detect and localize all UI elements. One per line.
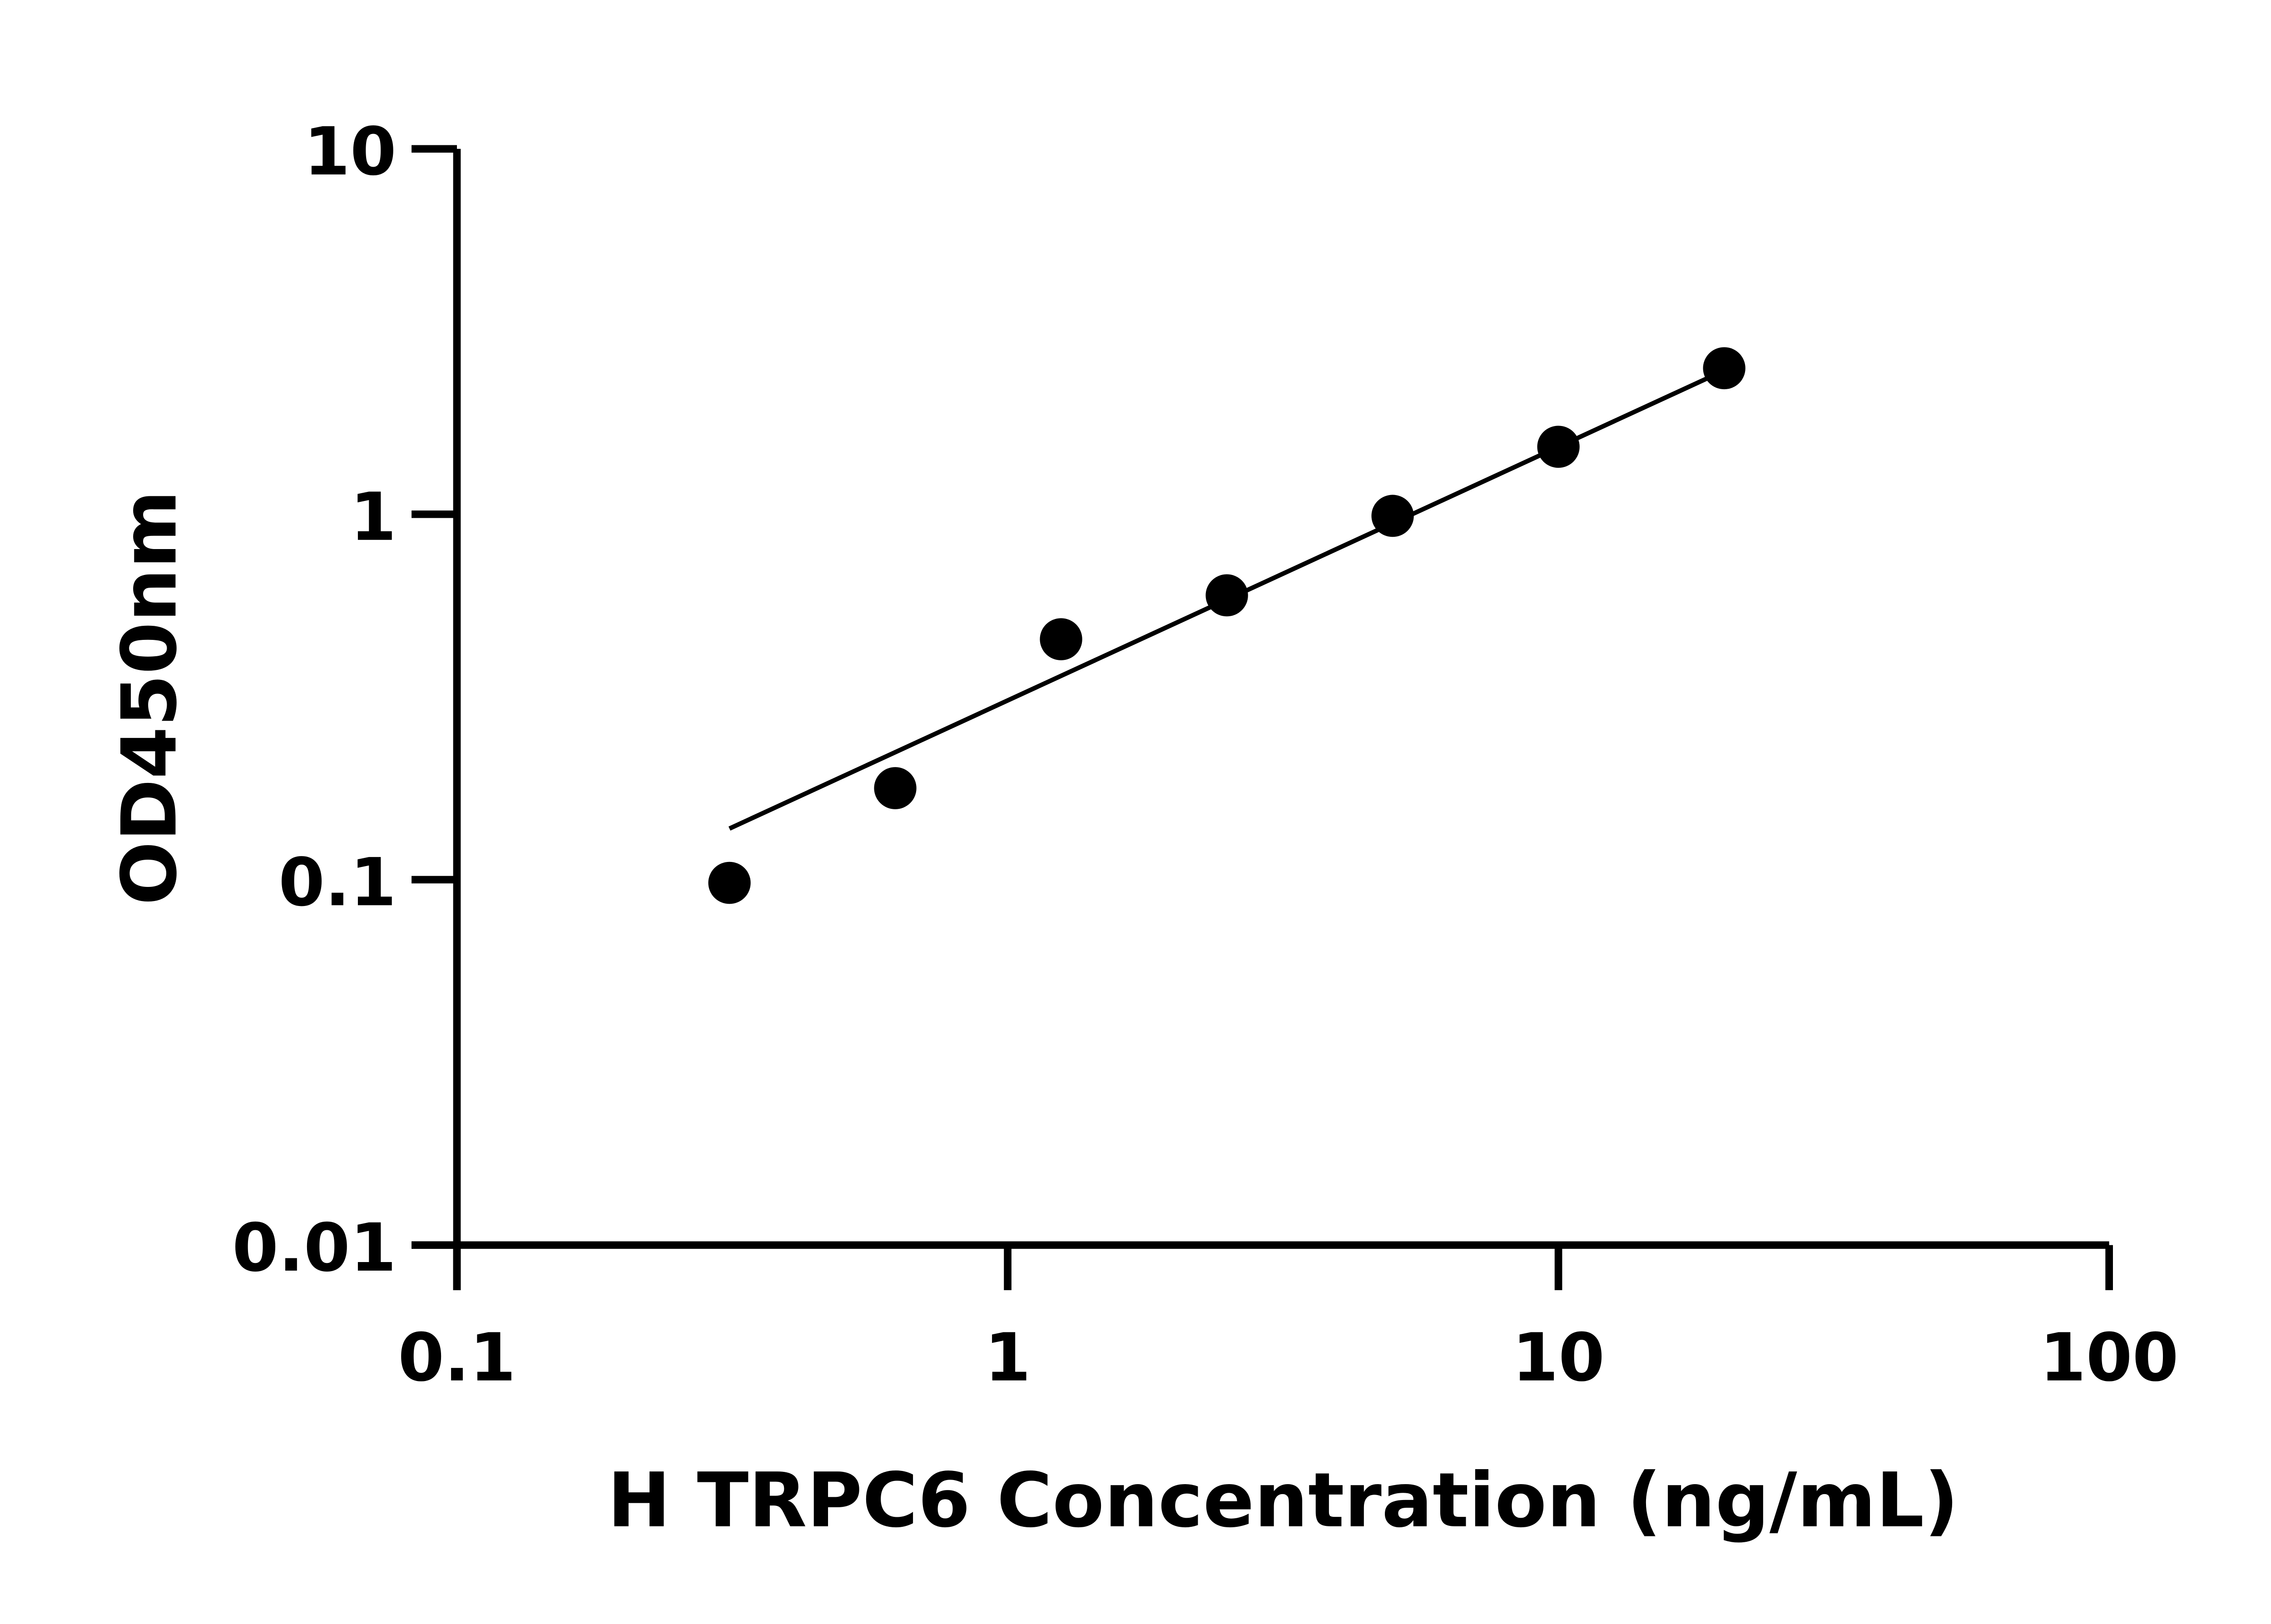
x-axis-label: H TRPC6 Concentration (ng/mL) [607, 1457, 1959, 1544]
data-point [874, 767, 917, 809]
tick-labels: 0.1 1 10 100 0.01 0.1 1 10 [232, 113, 2179, 1396]
x-tick-label: 10 [1512, 1319, 1605, 1396]
data-point [1205, 574, 1248, 617]
data-point [708, 862, 751, 904]
y-tick-label: 10 [304, 113, 397, 190]
axes [412, 145, 2113, 1290]
x-tick-label: 1 [985, 1319, 1031, 1396]
data-point [1703, 347, 1745, 390]
x-tick-label: 0.1 [398, 1319, 516, 1396]
data-point [1537, 426, 1580, 468]
y-tick-label: 1 [350, 479, 397, 555]
y-tick-label: 0.01 [232, 1209, 397, 1286]
data-point [1040, 618, 1082, 660]
y-tick-label: 0.1 [278, 844, 397, 921]
x-tick-label: 100 [2040, 1319, 2179, 1396]
data-point [1371, 495, 1414, 537]
y-axis-label: OD450nm [106, 490, 194, 905]
data-marks [708, 347, 1745, 904]
